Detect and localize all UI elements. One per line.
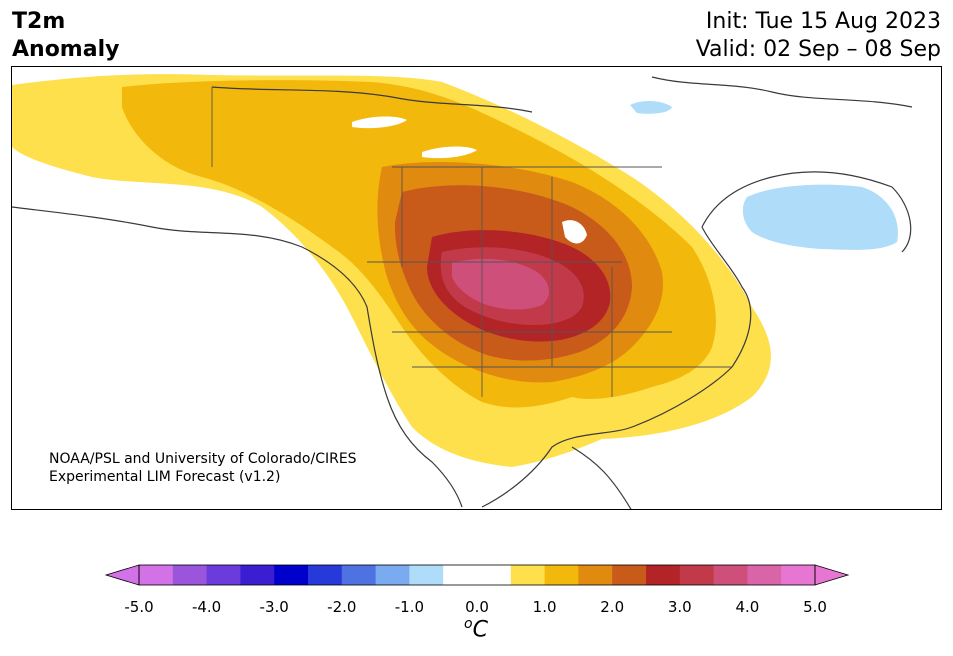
colorbar	[104, 564, 850, 586]
title-line-2: Anomaly	[12, 37, 120, 62]
title-line-1: T2m	[12, 9, 66, 34]
colorbar-cell	[612, 565, 647, 585]
colorbar-tick-label: 2.0	[600, 598, 625, 616]
colorbar-max-arrow	[814, 564, 850, 586]
colorbar-cell	[240, 565, 275, 585]
colorbar-tick-label: -2.0	[327, 598, 357, 616]
colorbar-tick-label: -5.0	[124, 598, 154, 616]
colorbar-cell	[341, 565, 377, 585]
borders	[211, 87, 732, 397]
colorbar-cell	[510, 565, 546, 585]
colorbar-tick-label: -1.0	[394, 598, 425, 616]
colorbar-tick-label: 3.0	[667, 598, 692, 616]
credit-line-2: Experimental LIM Forecast (v1.2)	[49, 469, 281, 485]
credit-line-1: NOAA/PSL and University of Colorado/CIRE…	[49, 451, 357, 467]
map-canvas	[12, 74, 913, 509]
colorbar-cell	[139, 565, 174, 585]
anomaly-map	[11, 66, 942, 510]
colorbar-min-arrow	[104, 564, 140, 586]
colorbar-cell	[713, 565, 748, 585]
colorbar-cell	[781, 565, 816, 585]
colorbar-cell	[544, 565, 579, 585]
colorbar-frame	[138, 564, 816, 586]
colorbar-cell	[477, 565, 512, 585]
unit-degree: o	[464, 616, 473, 632]
colorbar-tick-label: -3.0	[259, 598, 289, 616]
forecast-dates: Init: Tue 15 Aug 2023 Valid: 02 Sep – 08…	[696, 8, 941, 64]
colorbar-cell	[679, 565, 715, 585]
colorbar-tick-label: 1.0	[532, 598, 557, 616]
cold-anomaly-arctic	[630, 101, 672, 114]
colorbar-cell	[308, 565, 343, 585]
coastlines	[12, 76, 913, 509]
colorbar-cell	[646, 565, 681, 585]
map-title: T2m Anomaly	[12, 8, 119, 64]
colorbar-tick-label: 5.0	[803, 598, 827, 616]
credit-text: NOAA/PSL and University of Colorado/CIRE…	[49, 450, 357, 486]
colorbar-cell	[747, 565, 782, 585]
white-patch-2	[422, 146, 477, 159]
anomaly-band-3.5	[452, 258, 549, 310]
colorbar-tick-label: -4.0	[191, 598, 222, 616]
white-patch-1	[352, 116, 407, 129]
colorbar-cell	[443, 565, 478, 585]
cold-anomaly-hudson	[742, 184, 898, 250]
valid-date: Valid: 02 Sep – 08 Sep	[695, 37, 941, 62]
colorbar-cell	[274, 565, 309, 585]
colorbar-tick-label: 0.0	[465, 598, 489, 616]
colorbar-tick-label: 4.0	[735, 598, 760, 616]
unit-base: C	[472, 617, 488, 643]
white-patch-3	[562, 220, 587, 244]
colorbar-cell	[206, 565, 241, 585]
colorbar-cell	[409, 565, 444, 585]
colorbar-unit: oC	[464, 616, 488, 642]
colorbar-cell	[172, 565, 208, 585]
init-date: Init: Tue 15 Aug 2023	[705, 9, 941, 34]
colorbar-cell	[375, 565, 410, 585]
colorbar-cell	[578, 565, 613, 585]
